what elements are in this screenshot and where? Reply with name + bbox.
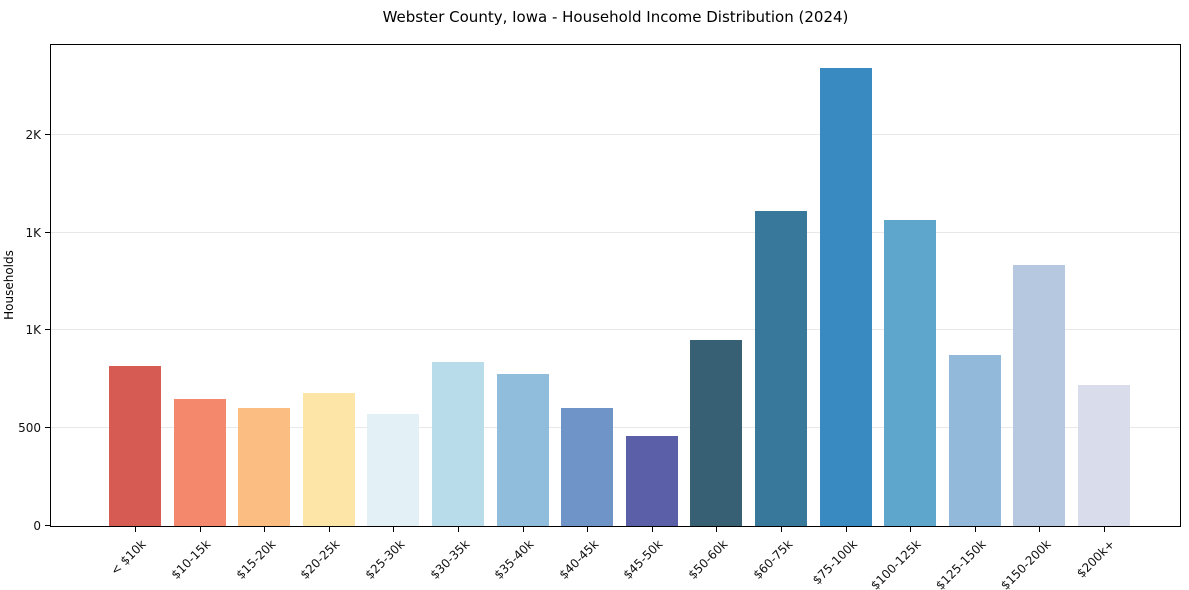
x-tick-label: $50-60k <box>685 537 731 582</box>
y-tick-label: 500 <box>18 421 41 436</box>
bar-$75-100k <box>819 68 872 526</box>
bar-$40-45k <box>561 407 614 526</box>
x-tick-label: $100-125k <box>868 537 925 590</box>
y-tick-label: 2K <box>25 127 41 142</box>
x-tick-label: $10-15k <box>168 537 214 582</box>
x-tick-mark <box>264 527 266 532</box>
chart-title: Webster County, Iowa - Household Income … <box>382 8 849 26</box>
bar-$15-20k <box>238 407 291 526</box>
x-tick-mark <box>1104 527 1105 532</box>
x-tick-mark <box>135 527 136 532</box>
y-tick-label: 1K <box>25 323 41 338</box>
x-tick-mark <box>974 527 976 532</box>
y-tick-mark <box>45 427 50 429</box>
bar-$50-60k <box>690 340 743 526</box>
x-tick-label: $125-150k <box>933 537 989 590</box>
plot-area: 0 500 1K 1K 2K < $10k $10-15k $15-20k $20-25k $25… <box>18 44 1181 590</box>
y-tick-label: 0 <box>33 519 41 533</box>
gridline <box>51 427 1180 429</box>
x-tick-label: $40-45k <box>556 537 602 582</box>
x-tick-mark <box>651 527 653 532</box>
x-tick-mark <box>587 527 589 532</box>
bar-$20-25k <box>302 393 355 526</box>
x-tick-mark <box>522 527 524 532</box>
x-tick-mark <box>1039 527 1041 532</box>
x-tick-label: $35-40k <box>491 537 537 582</box>
x-tick-mark <box>393 527 395 532</box>
gridline <box>51 329 1180 331</box>
x-tick-label: $150-200k <box>997 537 1054 590</box>
x-tick-mark <box>845 527 847 532</box>
x-tick-label: $75-100k <box>809 537 860 588</box>
x-tick-label: $15-20k <box>233 537 279 582</box>
gridline <box>51 231 1180 233</box>
y-axis-label: Households <box>2 250 16 320</box>
x-tick-label: $30-35k <box>427 537 472 582</box>
x-tick-mark <box>716 527 718 532</box>
bar-$100-125k <box>884 220 937 526</box>
bar-$25-30k <box>367 413 420 526</box>
bar-$60-75k <box>755 211 807 526</box>
y-tick-mark <box>45 329 50 331</box>
y-tick-mark <box>45 525 50 526</box>
x-tick-label: $25-30k <box>362 537 408 582</box>
x-tick-mark <box>199 527 201 532</box>
bar-$125-150k <box>948 354 1001 526</box>
bar-$10-15k <box>173 398 226 526</box>
x-tick-label: $45-50k <box>620 537 666 582</box>
gridline <box>51 133 1180 135</box>
y-tick-mark <box>45 231 50 233</box>
y-tick-mark <box>45 133 50 135</box>
bar-$35-40k <box>496 374 549 526</box>
x-tick-mark <box>781 527 782 532</box>
x-tick-label: $60-75k <box>750 537 795 582</box>
x-tick-label: $200k+ <box>1074 537 1118 581</box>
bar-< $10k <box>109 365 161 526</box>
bar-$150-200k <box>1013 264 1066 526</box>
x-tick-mark <box>910 527 912 532</box>
x-tick-label: $20-25k <box>297 537 343 582</box>
x-tick-label: < $10k <box>108 537 149 578</box>
x-tick-mark <box>328 527 330 532</box>
bar-$45-50k <box>625 436 678 526</box>
bar-$30-35k <box>432 361 484 526</box>
x-tick-mark <box>458 527 459 532</box>
y-tick-label: 1K <box>25 225 41 240</box>
bar-$200k+ <box>1078 385 1130 526</box>
